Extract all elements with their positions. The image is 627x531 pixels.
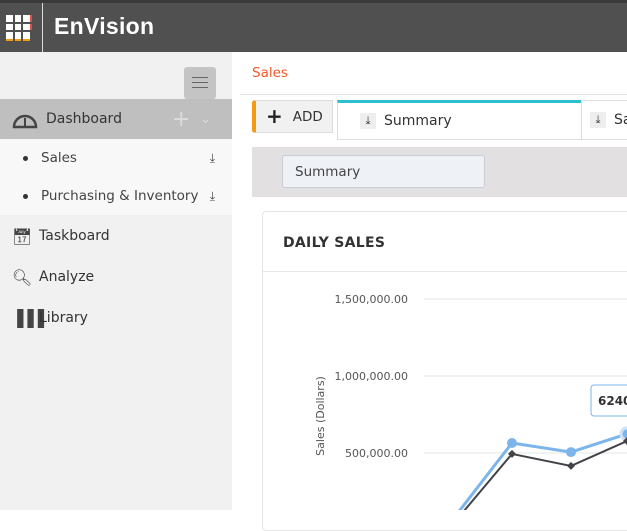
sidebar-item-library[interactable]: ▐▐▐ Library [0, 298, 232, 338]
series-line [463, 440, 627, 510]
chevron-down-icon[interactable]: ⌄ [200, 111, 211, 127]
plus-icon: + [266, 103, 283, 128]
sidebar-item-taskboard[interactable]: 📅︎ Taskboard [0, 216, 232, 256]
y-tick-label: 500,000.00 [345, 447, 408, 460]
app-header: EnVision [0, 0, 627, 52]
y-tick-label: 1,000,000.00 [335, 370, 408, 383]
magnifier-chart-icon: 🔍︎ [11, 267, 33, 287]
y-tick-label: 1,500,000.00 [335, 293, 408, 306]
daily-sales-card: DAILY SALES [262, 211, 627, 531]
header-divider [42, 3, 43, 52]
menu-toggle-button[interactable] [184, 67, 216, 99]
sidebar: Dashboard + ⌄ Sales ⤓ Purchasing & Invent… [0, 52, 232, 510]
download-icon[interactable]: ⤓ [360, 113, 376, 129]
main-content: Sales + ADD ⤓ Summary ⤓ Sa Summary DAILY SA… [232, 52, 627, 531]
sidebar-item-dashboard[interactable]: Dashboard + ⌄ [0, 99, 232, 139]
add-tab-button[interactable]: + ADD [252, 100, 333, 133]
download-icon[interactable]: ⤓ [590, 112, 606, 128]
card-divider [263, 271, 627, 272]
sidebar-item-label: Library [39, 310, 88, 326]
daily-sales-chart: 500,000.00 1,000,000.00 1,500,000.00 Sales … [314, 293, 627, 510]
sidebar-item-label: Taskboard [39, 228, 110, 244]
add-label: ADD [292, 108, 323, 125]
data-point[interactable] [623, 436, 627, 445]
chart-tooltip: 6240 [590, 384, 627, 417]
data-point[interactable] [566, 447, 576, 458]
data-point[interactable] [508, 449, 516, 458]
y-axis-label: Sales (Dollars) [314, 376, 327, 456]
sidebar-item-label: Dashboard [46, 111, 122, 127]
series-line [458, 432, 627, 510]
data-point[interactable] [619, 426, 627, 442]
speedometer-icon [12, 114, 38, 129]
dashboard-toolbar: Summary [252, 147, 627, 197]
tab-summary[interactable]: ⤓ Summary [337, 100, 582, 140]
data-point[interactable] [567, 461, 575, 470]
data-point[interactable] [507, 437, 517, 448]
app-title: EnVision [54, 13, 155, 39]
tab-label: Summary [384, 113, 452, 129]
calendar-icon: 📅︎ [11, 226, 33, 246]
sidebar-subitem-sales[interactable]: Sales ⤓ [0, 139, 232, 177]
sidebar-subitem-purchasing[interactable]: Purchasing & Inventory ⤓ [0, 177, 232, 215]
breadcrumb-sales[interactable]: Sales [252, 65, 288, 81]
apps-grid-icon[interactable] [6, 15, 30, 39]
download-icon[interactable]: ⤓ [209, 151, 215, 165]
sidebar-item-label: Analyze [39, 269, 95, 285]
dashboard-selector[interactable]: Summary [282, 155, 485, 188]
add-dashboard-icon[interactable]: + [172, 106, 191, 132]
tab-label: Sa [614, 112, 627, 128]
download-icon[interactable]: ⤓ [209, 189, 215, 203]
sidebar-subitem-label: Purchasing & Inventory [41, 188, 199, 204]
tooltip-value: 6240 [598, 394, 627, 408]
tab-sales[interactable]: ⤓ Sa [581, 100, 627, 140]
breadcrumb: Sales [240, 52, 627, 95]
dashboard-submenu: Sales ⤓ Purchasing & Inventory ⤓ [0, 139, 232, 215]
sidebar-subitem-label: Sales [41, 150, 77, 166]
chart-title: DAILY SALES [283, 235, 386, 251]
sidebar-item-analyze[interactable]: 🔍︎ Analyze [0, 257, 232, 297]
